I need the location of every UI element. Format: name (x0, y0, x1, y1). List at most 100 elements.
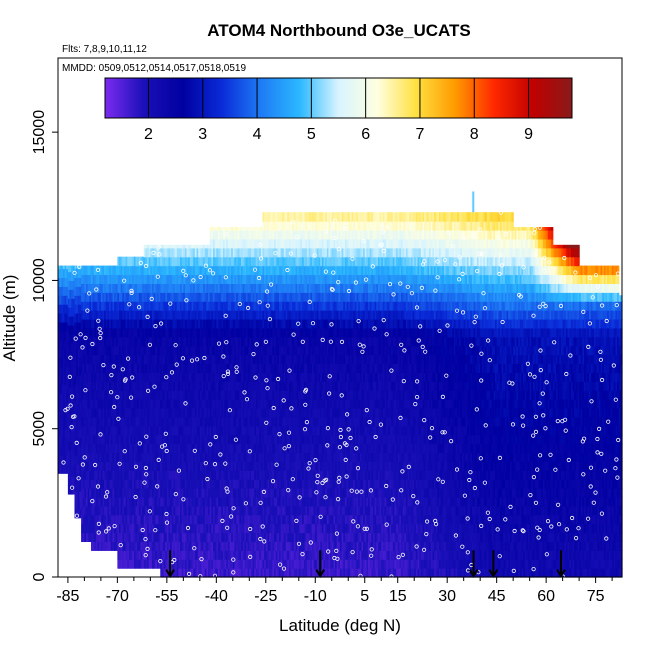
heatmap-cell (130, 301, 133, 311)
heatmap-cell (145, 345, 148, 356)
heatmap-cell (213, 256, 216, 267)
heatmap-cell (262, 310, 265, 320)
heatmap-cell (209, 256, 212, 267)
heatmap-cell (62, 384, 66, 394)
heatmap-cell (264, 310, 267, 320)
heatmap-cell (204, 283, 208, 293)
heatmap-cell (274, 327, 277, 338)
heatmap-cell (115, 327, 118, 338)
heatmap-cell (114, 488, 117, 498)
heatmap-cell (274, 541, 277, 551)
heatmap-cell (224, 354, 227, 365)
heatmap-cell (69, 265, 72, 273)
heatmap-cell (104, 381, 107, 391)
heatmap-cell (252, 318, 255, 329)
heatmap-cell (269, 461, 272, 471)
heatmap-cell (285, 541, 288, 551)
heatmap-cell (90, 292, 94, 302)
heatmap-cell (236, 256, 239, 267)
heatmap-cell (59, 428, 62, 439)
heatmap-cell (152, 244, 155, 249)
heatmap-cell (274, 247, 277, 258)
heatmap-cell (79, 446, 82, 457)
heatmap-cell (252, 283, 255, 293)
heatmap-cell (194, 532, 198, 543)
heatmap-cell (125, 514, 128, 525)
heatmap-cell (115, 265, 118, 276)
heatmap-cell (137, 354, 140, 365)
heatmap-cell (145, 301, 148, 311)
heatmap-cell (100, 354, 104, 365)
heatmap-cell (123, 318, 127, 329)
heatmap-cell (138, 327, 142, 338)
heatmap-cell (201, 568, 204, 578)
heatmap-cell (221, 443, 224, 454)
heatmap-cell (110, 452, 114, 462)
heatmap-cell (84, 274, 87, 284)
heatmap-cell (77, 402, 81, 412)
heatmap-cell (204, 505, 208, 516)
heatmap-cell (241, 318, 244, 329)
heatmap-cell (209, 310, 212, 320)
heatmap-cell (259, 283, 262, 293)
heatmap-cell (254, 390, 257, 400)
heatmap-cell (249, 416, 252, 427)
heatmap-cell (115, 318, 118, 329)
heatmap-cell (247, 559, 250, 569)
heatmap-cell (217, 265, 221, 276)
heatmap-cell (250, 354, 254, 365)
heatmap-cell (61, 339, 64, 350)
heatmap-cell (198, 318, 201, 329)
heatmap-cell (163, 292, 166, 302)
heatmap-cell (170, 265, 173, 276)
heatmap-cell (274, 310, 277, 320)
heatmap-cell (119, 345, 122, 356)
heatmap-cell (213, 318, 216, 329)
heatmap-cell (64, 455, 67, 465)
heatmap-cell (178, 310, 181, 320)
heatmap-cell (250, 532, 254, 543)
heatmap-cell (100, 470, 104, 480)
heatmap-cell (269, 327, 272, 338)
heatmap-cell (119, 559, 122, 569)
heatmap-cell (219, 363, 222, 373)
heatmap-cell (226, 336, 229, 347)
heatmap-cell (180, 265, 183, 276)
heatmap-cell (252, 505, 255, 516)
heatmap-cell (152, 514, 155, 525)
heatmap-cell (193, 407, 196, 418)
heatmap-cell (112, 301, 115, 311)
heatmap-cell (221, 345, 224, 356)
heatmap-cell (132, 523, 135, 534)
heatmap-cell (236, 354, 239, 365)
heatmap-cell (204, 256, 208, 267)
heatmap-cell (264, 292, 267, 302)
heatmap-cell (211, 345, 214, 356)
heatmap-cell (226, 238, 229, 249)
heatmap-cell (264, 221, 267, 231)
heatmap-cell (199, 256, 203, 267)
heatmap-cell (242, 407, 245, 418)
heatmap-cell (59, 464, 62, 474)
heatmap-cell (203, 372, 206, 382)
heatmap-cell (278, 399, 282, 409)
heatmap-cell (152, 434, 155, 445)
heatmap-cell (61, 265, 64, 270)
heatmap-cell (188, 434, 191, 445)
heatmap-cell (201, 443, 204, 454)
heatmap-cell (153, 443, 156, 454)
heatmap-cell (171, 336, 175, 347)
heatmap-cell (117, 452, 120, 462)
heatmap-cell (283, 230, 287, 240)
heatmap-cell (102, 318, 105, 329)
heatmap-cell (274, 443, 277, 454)
heatmap-cell (123, 541, 127, 551)
heatmap-cell (140, 381, 143, 391)
heatmap-cell (208, 274, 211, 284)
heatmap-cell (110, 434, 114, 445)
heatmap-cell (152, 496, 155, 507)
heatmap-cell (99, 425, 102, 436)
heatmap-cell (168, 310, 171, 320)
heatmap-cell (275, 407, 278, 418)
heatmap-cell (283, 363, 287, 373)
